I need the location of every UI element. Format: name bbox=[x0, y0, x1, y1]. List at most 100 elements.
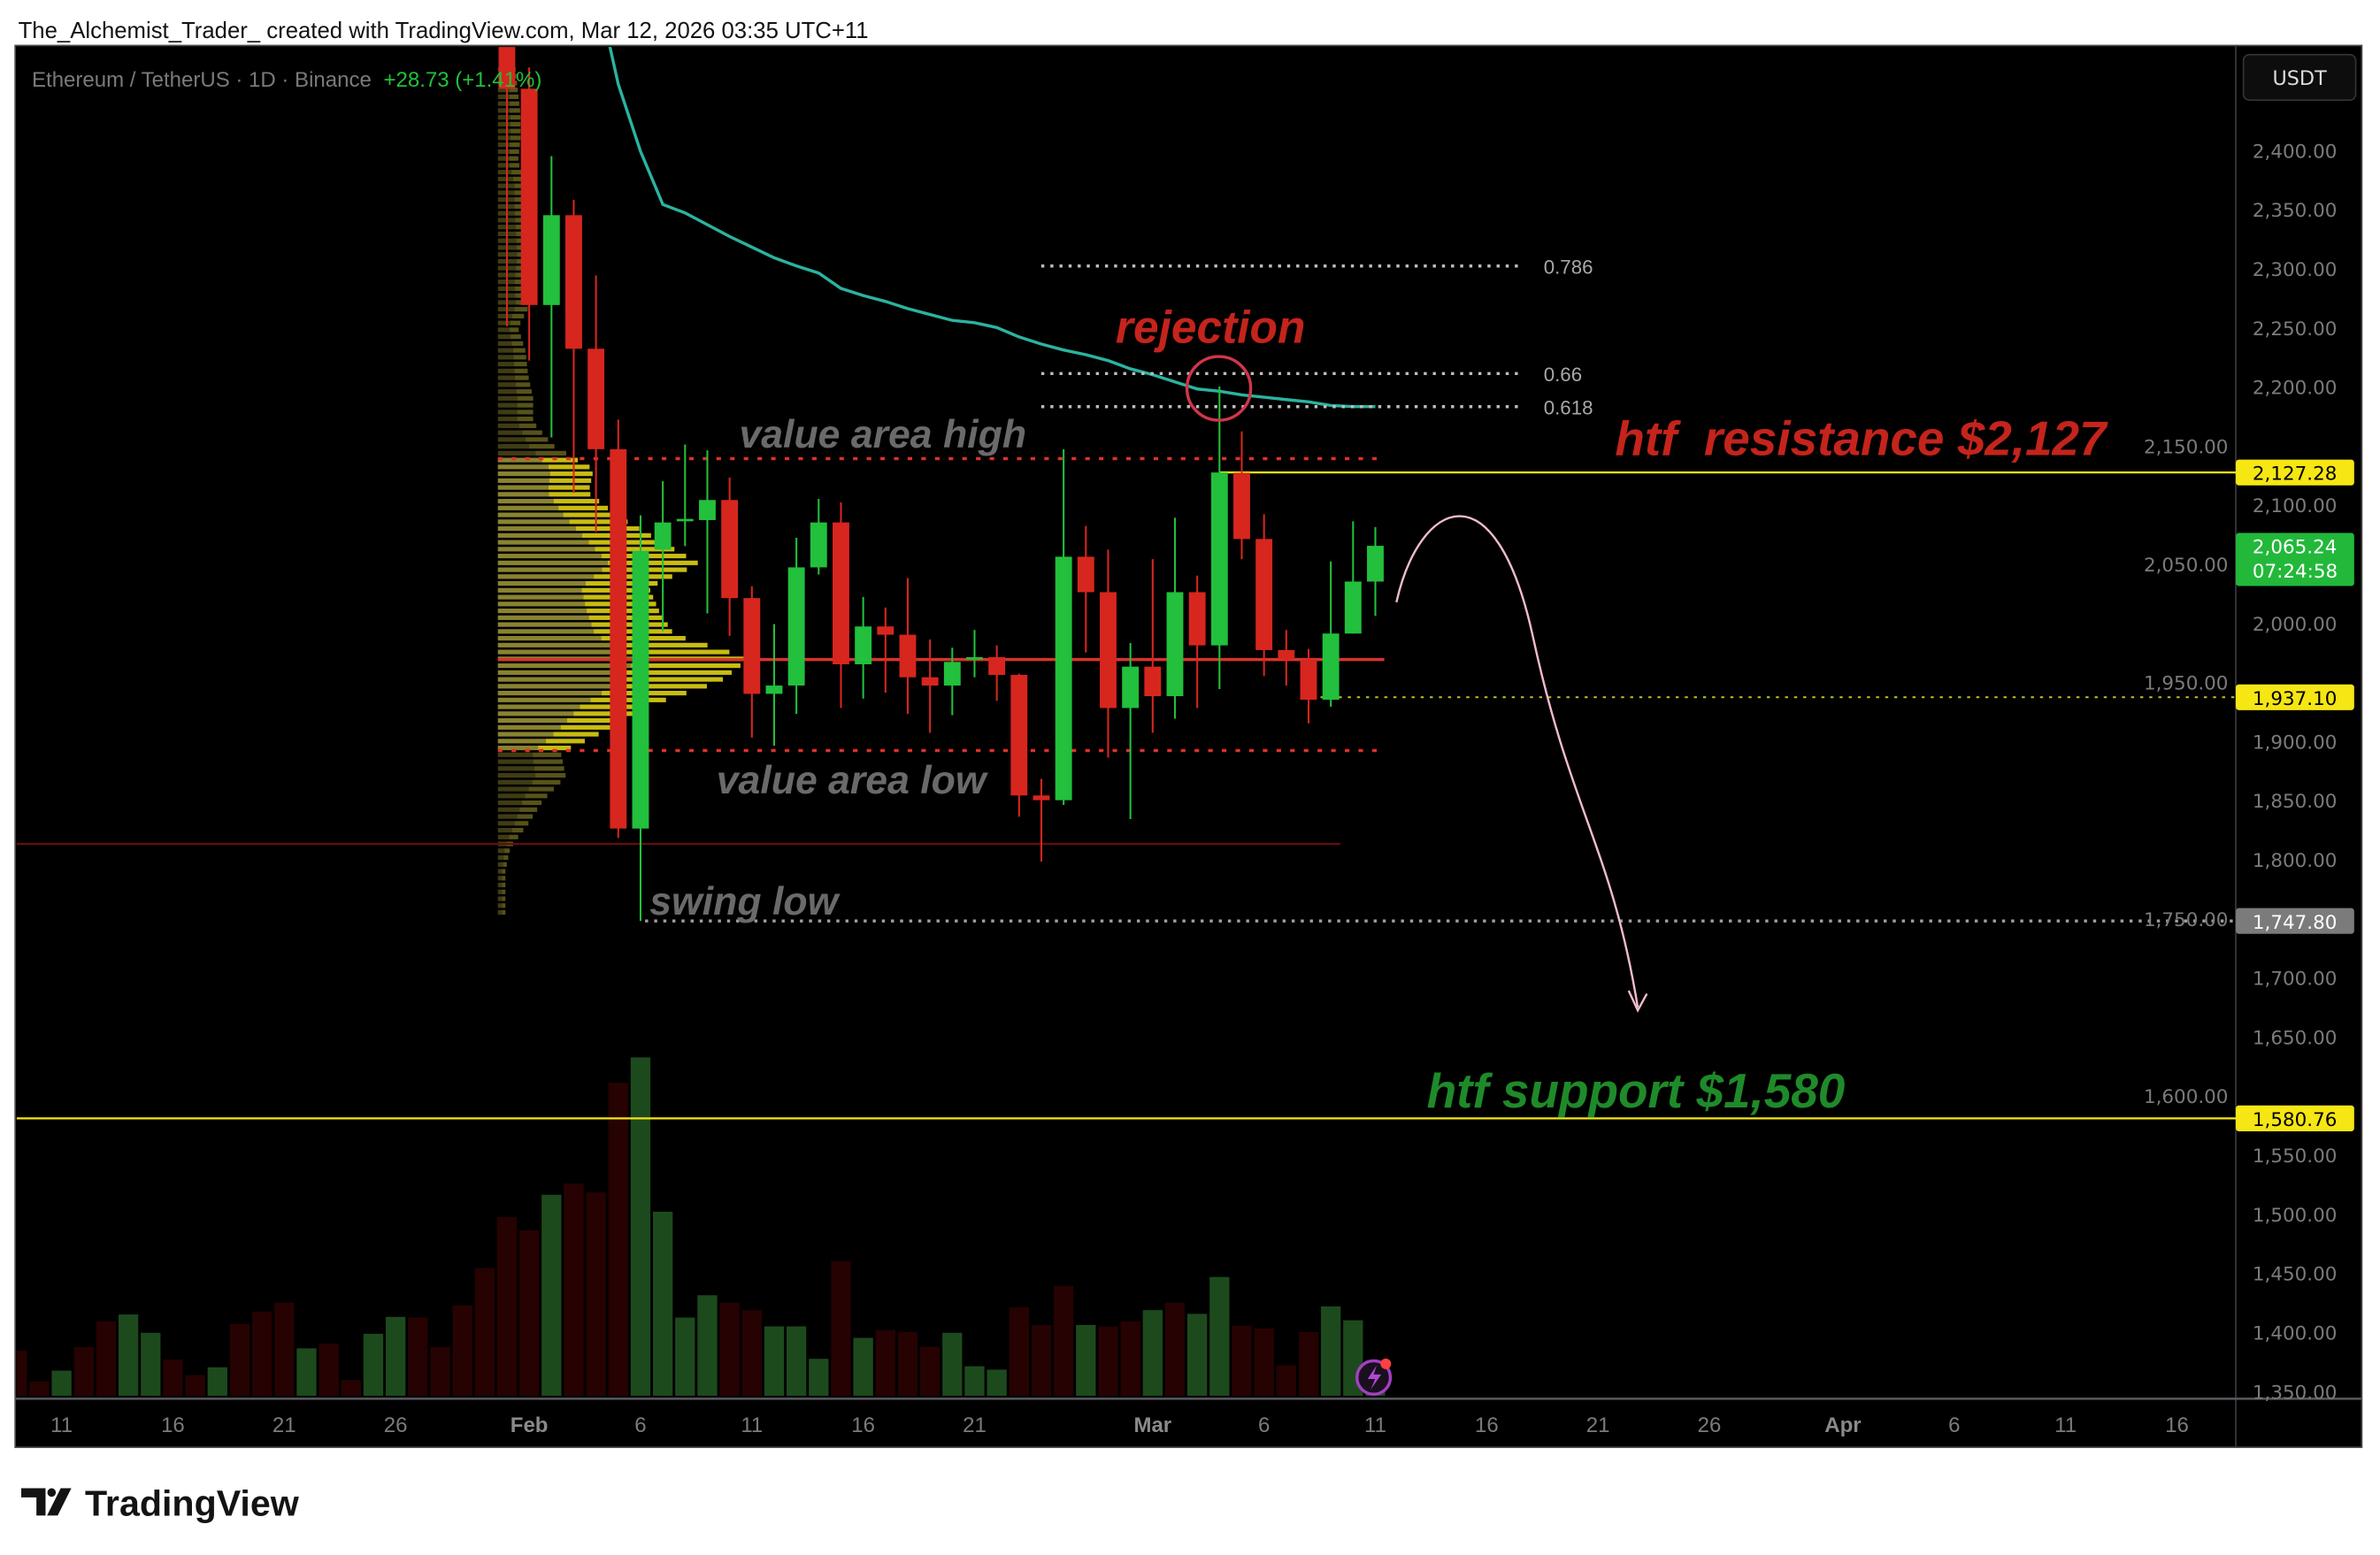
volume-profile-row bbox=[510, 115, 521, 120]
candle[interactable] bbox=[1033, 778, 1050, 862]
time-tick-label: 11 bbox=[741, 1413, 763, 1437]
volume-bar bbox=[1276, 1365, 1296, 1396]
volume-profile-row bbox=[532, 779, 561, 785]
volume-profile-row bbox=[497, 704, 580, 709]
annotation-rejection[interactable]: rejection bbox=[1116, 302, 1305, 353]
candle[interactable] bbox=[565, 199, 582, 494]
time-tick-label: 16 bbox=[161, 1413, 185, 1437]
candle[interactable] bbox=[520, 67, 538, 361]
candle-body bbox=[1010, 675, 1028, 796]
candle-body bbox=[676, 518, 694, 522]
candle[interactable] bbox=[587, 275, 605, 532]
candle[interactable] bbox=[1300, 648, 1317, 724]
candle[interactable] bbox=[610, 419, 627, 839]
candle[interactable] bbox=[765, 624, 783, 747]
volume-bar bbox=[185, 1375, 205, 1396]
chart-pane[interactable] bbox=[14, 44, 2363, 1449]
last-price-label-countdown: 07:24:58 bbox=[2253, 561, 2338, 583]
candle[interactable] bbox=[810, 498, 827, 575]
volume-profile-row bbox=[631, 663, 741, 669]
annotation-swing-low[interactable]: swing low bbox=[649, 880, 841, 923]
volume-profile-row bbox=[497, 636, 602, 641]
price-tick-label: 1,450.00 bbox=[2253, 1264, 2337, 1286]
volume-profile-row bbox=[497, 471, 550, 477]
volume-profile-row bbox=[497, 547, 595, 552]
candle[interactable] bbox=[1233, 431, 1250, 560]
price-change: +28.73 (+1.41%) bbox=[384, 68, 542, 92]
alert-lightning-button[interactable] bbox=[1355, 1358, 1393, 1396]
candle[interactable] bbox=[721, 477, 739, 636]
volume-profile-row bbox=[503, 855, 509, 861]
currency-button[interactable]: USDT bbox=[2242, 53, 2357, 102]
volume-profile-row bbox=[549, 492, 591, 497]
candle[interactable] bbox=[1367, 527, 1384, 617]
candle-body bbox=[1033, 795, 1050, 800]
price-tick-label: 1,600.00 bbox=[2144, 1086, 2228, 1108]
candle[interactable] bbox=[855, 596, 872, 699]
volume-profile-row bbox=[497, 594, 584, 600]
time-tick-label: Apr bbox=[1824, 1413, 1861, 1437]
volume-bar bbox=[719, 1302, 740, 1396]
volume-profile-row bbox=[511, 828, 524, 833]
volume-profile-row bbox=[608, 560, 698, 565]
candle[interactable] bbox=[1344, 521, 1362, 634]
price-tick-label: 2,300.00 bbox=[2253, 259, 2337, 281]
fib-retracement[interactable]: 0.786 0.66 0.618 bbox=[1040, 256, 1593, 418]
volume-bar bbox=[274, 1302, 295, 1396]
volume-bar bbox=[675, 1317, 695, 1396]
candle[interactable] bbox=[1322, 561, 1340, 708]
candle[interactable] bbox=[699, 450, 716, 614]
candle[interactable] bbox=[1255, 514, 1273, 677]
volume-profile-row bbox=[497, 882, 503, 888]
annotation-value-area-high[interactable]: value area high bbox=[739, 413, 1026, 456]
candle[interactable] bbox=[787, 538, 805, 715]
candle[interactable] bbox=[966, 630, 983, 678]
tradingview-logo: TradingView bbox=[21, 1482, 300, 1523]
candle[interactable] bbox=[877, 607, 894, 693]
candle[interactable] bbox=[1122, 642, 1140, 820]
candle[interactable] bbox=[899, 578, 917, 715]
candle[interactable] bbox=[654, 480, 672, 632]
candle[interactable] bbox=[1144, 559, 1162, 733]
volume-profile-row bbox=[497, 94, 510, 99]
candle[interactable] bbox=[542, 156, 560, 438]
candle[interactable] bbox=[498, 0, 516, 326]
symbol-legend[interactable]: Ethereum / TetherUS · 1D · Binance +28.73… bbox=[32, 68, 541, 92]
candle[interactable] bbox=[1278, 630, 1295, 686]
rejection-circle[interactable] bbox=[1185, 355, 1253, 422]
candle[interactable] bbox=[676, 444, 694, 547]
candle[interactable] bbox=[1210, 387, 1228, 690]
volume-profile-row bbox=[538, 746, 572, 751]
price-tick-label: 2,250.00 bbox=[2253, 318, 2337, 341]
candle[interactable] bbox=[1077, 525, 1094, 653]
candle-body bbox=[921, 677, 939, 686]
time-axis[interactable]: 11 16 21 26 Feb 6 11 16 21 Mar 6 11 16 21 26 Apr 6 11 16 bbox=[50, 1413, 2189, 1437]
volume-profile-row bbox=[558, 505, 609, 510]
volume-profile-row bbox=[497, 464, 549, 470]
price-axis[interactable]: 2,400.00 2,350.00 2,300.00 2,250.00 2,200.00… bbox=[2144, 141, 2337, 1404]
candle[interactable] bbox=[921, 639, 939, 733]
volume-bar bbox=[163, 1359, 183, 1396]
volume-profile-row bbox=[497, 430, 523, 435]
arrowhead-icon bbox=[1627, 990, 1648, 1013]
candle[interactable] bbox=[1100, 549, 1117, 758]
candle[interactable] bbox=[833, 502, 849, 709]
annotation-value-area-low[interactable]: value area low bbox=[717, 759, 989, 802]
volume-bar bbox=[229, 1323, 250, 1396]
annotation-htf-support[interactable]: htf support $1,580 bbox=[1427, 1063, 1846, 1118]
candle[interactable] bbox=[1166, 517, 1184, 719]
candle[interactable] bbox=[1188, 575, 1206, 709]
volume-bar bbox=[251, 1311, 273, 1396]
volume-profile-row bbox=[497, 101, 511, 106]
candle[interactable] bbox=[1010, 673, 1028, 817]
projection-arrow[interactable] bbox=[1395, 515, 1639, 1008]
candle[interactable] bbox=[988, 645, 1006, 701]
candle[interactable] bbox=[632, 515, 649, 922]
candle[interactable] bbox=[943, 647, 961, 716]
candle-body bbox=[810, 522, 827, 568]
candle[interactable] bbox=[1055, 448, 1072, 805]
volume-profile-row bbox=[497, 402, 518, 408]
candle[interactable] bbox=[743, 586, 761, 738]
annotation-htf-resistance[interactable]: htf resistance $2,127 bbox=[1615, 411, 2108, 466]
